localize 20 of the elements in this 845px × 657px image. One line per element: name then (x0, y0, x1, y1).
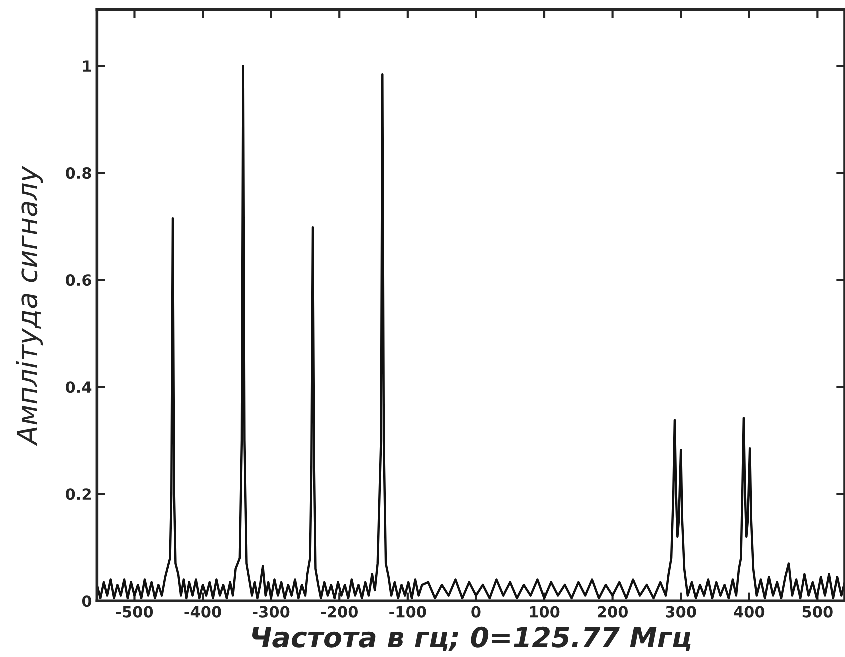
y-tick-label: 0 (82, 596, 92, 608)
x-axis-title: Частота в гц; 0=125.77 Мгц (252, 626, 691, 652)
y-tick-label: 0.2 (66, 488, 91, 500)
x-tick-label: 0 (472, 606, 481, 618)
x-tick-label: 200 (598, 606, 628, 618)
x-tick-label: 400 (734, 606, 765, 618)
x-tick-label: -500 (116, 606, 154, 618)
x-tick-label: 500 (802, 606, 833, 618)
x-tick-label: 300 (666, 606, 696, 618)
x-tick-label: 100 (530, 606, 560, 618)
y-tick-label: 0.8 (66, 168, 92, 180)
x-tick-label: -100 (390, 606, 426, 618)
line-series (97, 64, 845, 600)
y-tick-label: 0.6 (66, 274, 92, 286)
x-tick-label: -400 (184, 606, 222, 618)
x-tick-label: -300 (253, 606, 290, 618)
y-axis-title: Амплітуда сигналу (16, 166, 44, 446)
y-tick-label: 1 (83, 60, 92, 72)
x-tick-label: -200 (321, 606, 358, 618)
y-tick-label: 0.4 (66, 382, 92, 394)
